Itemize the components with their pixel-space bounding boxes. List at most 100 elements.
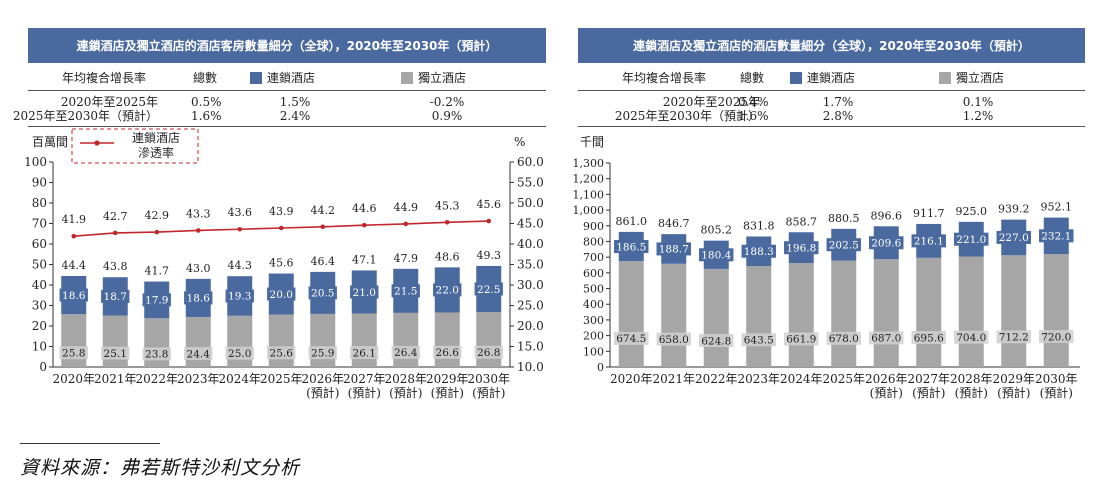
y-tick-label: 1,200 xyxy=(573,173,605,186)
x-tick-label: 2020年 xyxy=(52,372,95,386)
indep-rate: -0.2% xyxy=(429,95,465,109)
chain-value-label: 20.0 xyxy=(270,289,293,301)
y-tick-label: 10 xyxy=(32,340,47,354)
chart-title: 連鎖酒店及獨立酒店的酒店數量細分（全球），2020年至2030年（預計） xyxy=(578,28,1085,63)
x-tick-label: 2021年 xyxy=(652,372,695,386)
y-tick-label: 1,100 xyxy=(573,188,605,201)
chain-value-label: 232.1 xyxy=(1041,231,1071,243)
chain-value-label: 17.9 xyxy=(145,295,168,307)
y-tick-label: 20 xyxy=(32,319,47,333)
growth-row: 2020年至2025年 0.5% 1.5% -0.2% xyxy=(28,95,546,109)
penetration-point xyxy=(486,218,492,224)
indep-value-label: 23.8 xyxy=(145,349,168,361)
penetration-point xyxy=(403,221,409,227)
total-value-label: 47.9 xyxy=(394,252,419,265)
x-tick-label: 2026年 xyxy=(865,372,908,386)
growth-table-header: 年均複合增長率 總數 連鎖酒店 獨立酒店 xyxy=(28,71,546,91)
growth-row: 2025年至2030年（預計） 1.6% 2.4% 0.9% xyxy=(13,109,546,123)
indep-value-label: 687.0 xyxy=(871,333,901,345)
chain-label-bg xyxy=(1039,229,1074,243)
indep-bar xyxy=(916,257,942,367)
indep-value-label: 674.5 xyxy=(616,333,646,345)
x-tick-label: 2027年 xyxy=(343,372,386,386)
period: 2025年至2030年（預計） xyxy=(12,109,158,123)
total-rate: 1.6% xyxy=(738,109,769,123)
x-tick-label: (預計) xyxy=(997,385,1030,400)
penetration-value-label: 42.7 xyxy=(103,210,128,223)
x-tick-label: 2030年 xyxy=(1035,372,1078,386)
chain-label-bg xyxy=(996,230,1031,244)
total-value-label: 880.5 xyxy=(828,212,860,225)
indep-label-bg xyxy=(911,331,946,345)
penetration-point xyxy=(71,233,77,239)
x-tick-label: 2029年 xyxy=(426,372,469,386)
indep-legend: 獨立酒店 xyxy=(939,71,1004,85)
indep-label-bg xyxy=(308,346,337,360)
indep-value-label: 25.1 xyxy=(104,348,127,360)
total-value-label: 861.0 xyxy=(616,215,648,228)
y-tick-label: 90 xyxy=(32,176,47,190)
cagr-label: 年均複合增長率 xyxy=(61,71,147,85)
penetration-point xyxy=(361,222,367,228)
y-tick-label: 50 xyxy=(32,258,47,272)
y2-tick-label: 45.0 xyxy=(517,217,544,231)
chain-value-label: 20.5 xyxy=(311,288,334,300)
y2-tick-label: 25.0 xyxy=(517,299,544,313)
x-tick-label: (預計) xyxy=(389,385,422,400)
y-axis-label: 千間 xyxy=(580,135,604,149)
penetration-value-label: 45.6 xyxy=(477,198,502,211)
indep-value-label: 24.4 xyxy=(187,348,211,360)
x-tick-label: 2025年 xyxy=(260,372,303,386)
x-tick-label: 2020年 xyxy=(610,372,653,386)
indep-bar xyxy=(873,259,899,367)
x-tick-label: (預計) xyxy=(912,385,945,400)
chain-value-label: 202.5 xyxy=(829,239,859,251)
total-label: 總數 xyxy=(739,71,765,85)
chain-legend: 連鎖酒店 xyxy=(790,71,855,85)
y2-tick-label: 50.0 xyxy=(517,196,544,210)
x-tick-label: (預計) xyxy=(306,385,339,400)
total-label: 總數 xyxy=(192,71,218,85)
indep-rate: 0.1% xyxy=(962,95,994,109)
x-tick-label: 2024年 xyxy=(780,372,823,386)
indep-value-label: 25.8 xyxy=(62,347,85,359)
total-value-label: 925.0 xyxy=(956,205,988,218)
x-tick-label: 2022年 xyxy=(135,372,178,386)
x-tick-label: (預計) xyxy=(472,385,505,400)
growth-rate-table: 年均複合增長率 總數 連鎖酒店 獨立酒店 2020年至2025年 0.5% 1.… xyxy=(13,71,546,127)
total-value-label: 896.6 xyxy=(871,209,903,222)
x-tick-label: (預計) xyxy=(431,385,464,400)
chain-value-label: 188.7 xyxy=(659,244,689,256)
total-value-label: 846.7 xyxy=(658,217,690,230)
chain-label-bg xyxy=(656,242,691,256)
chain-value-label: 22.0 xyxy=(436,285,459,297)
chain-label-bg xyxy=(954,232,989,246)
indep-swatch xyxy=(401,72,413,84)
chain-label-bg xyxy=(267,287,296,301)
indep-label-bg xyxy=(954,330,989,344)
penetration-value-label: 43.6 xyxy=(228,206,253,219)
indep-bar xyxy=(1001,255,1027,367)
y2-tick-label: 15.0 xyxy=(517,340,544,354)
total-value-label: 48.6 xyxy=(435,250,460,263)
penetration-point xyxy=(444,219,450,225)
penetration-point xyxy=(154,229,160,235)
y-tick-label: 200 xyxy=(583,330,604,343)
total-value-label: 41.7 xyxy=(145,265,170,278)
chain-label-bg xyxy=(869,236,904,250)
chain-swatch xyxy=(790,72,802,84)
chain-label-bg xyxy=(474,282,503,296)
indep-value-label: 26.8 xyxy=(477,347,500,359)
chart-title: 連鎖酒店及獨立酒店的酒店客房數量細分（全球），2020年至2030年（預計） xyxy=(28,28,546,63)
x-tick-label: 2028年 xyxy=(950,372,993,386)
y-tick-label: 1,300 xyxy=(573,157,605,170)
source-divider xyxy=(20,443,160,444)
table-divider xyxy=(28,126,546,127)
chain-label: 連鎖酒店 xyxy=(807,71,856,85)
indep-label-bg xyxy=(996,330,1031,344)
total-value-label: 831.8 xyxy=(743,219,775,232)
chain-label-bg xyxy=(142,293,171,307)
x-tick-label: 2030年 xyxy=(467,372,510,386)
